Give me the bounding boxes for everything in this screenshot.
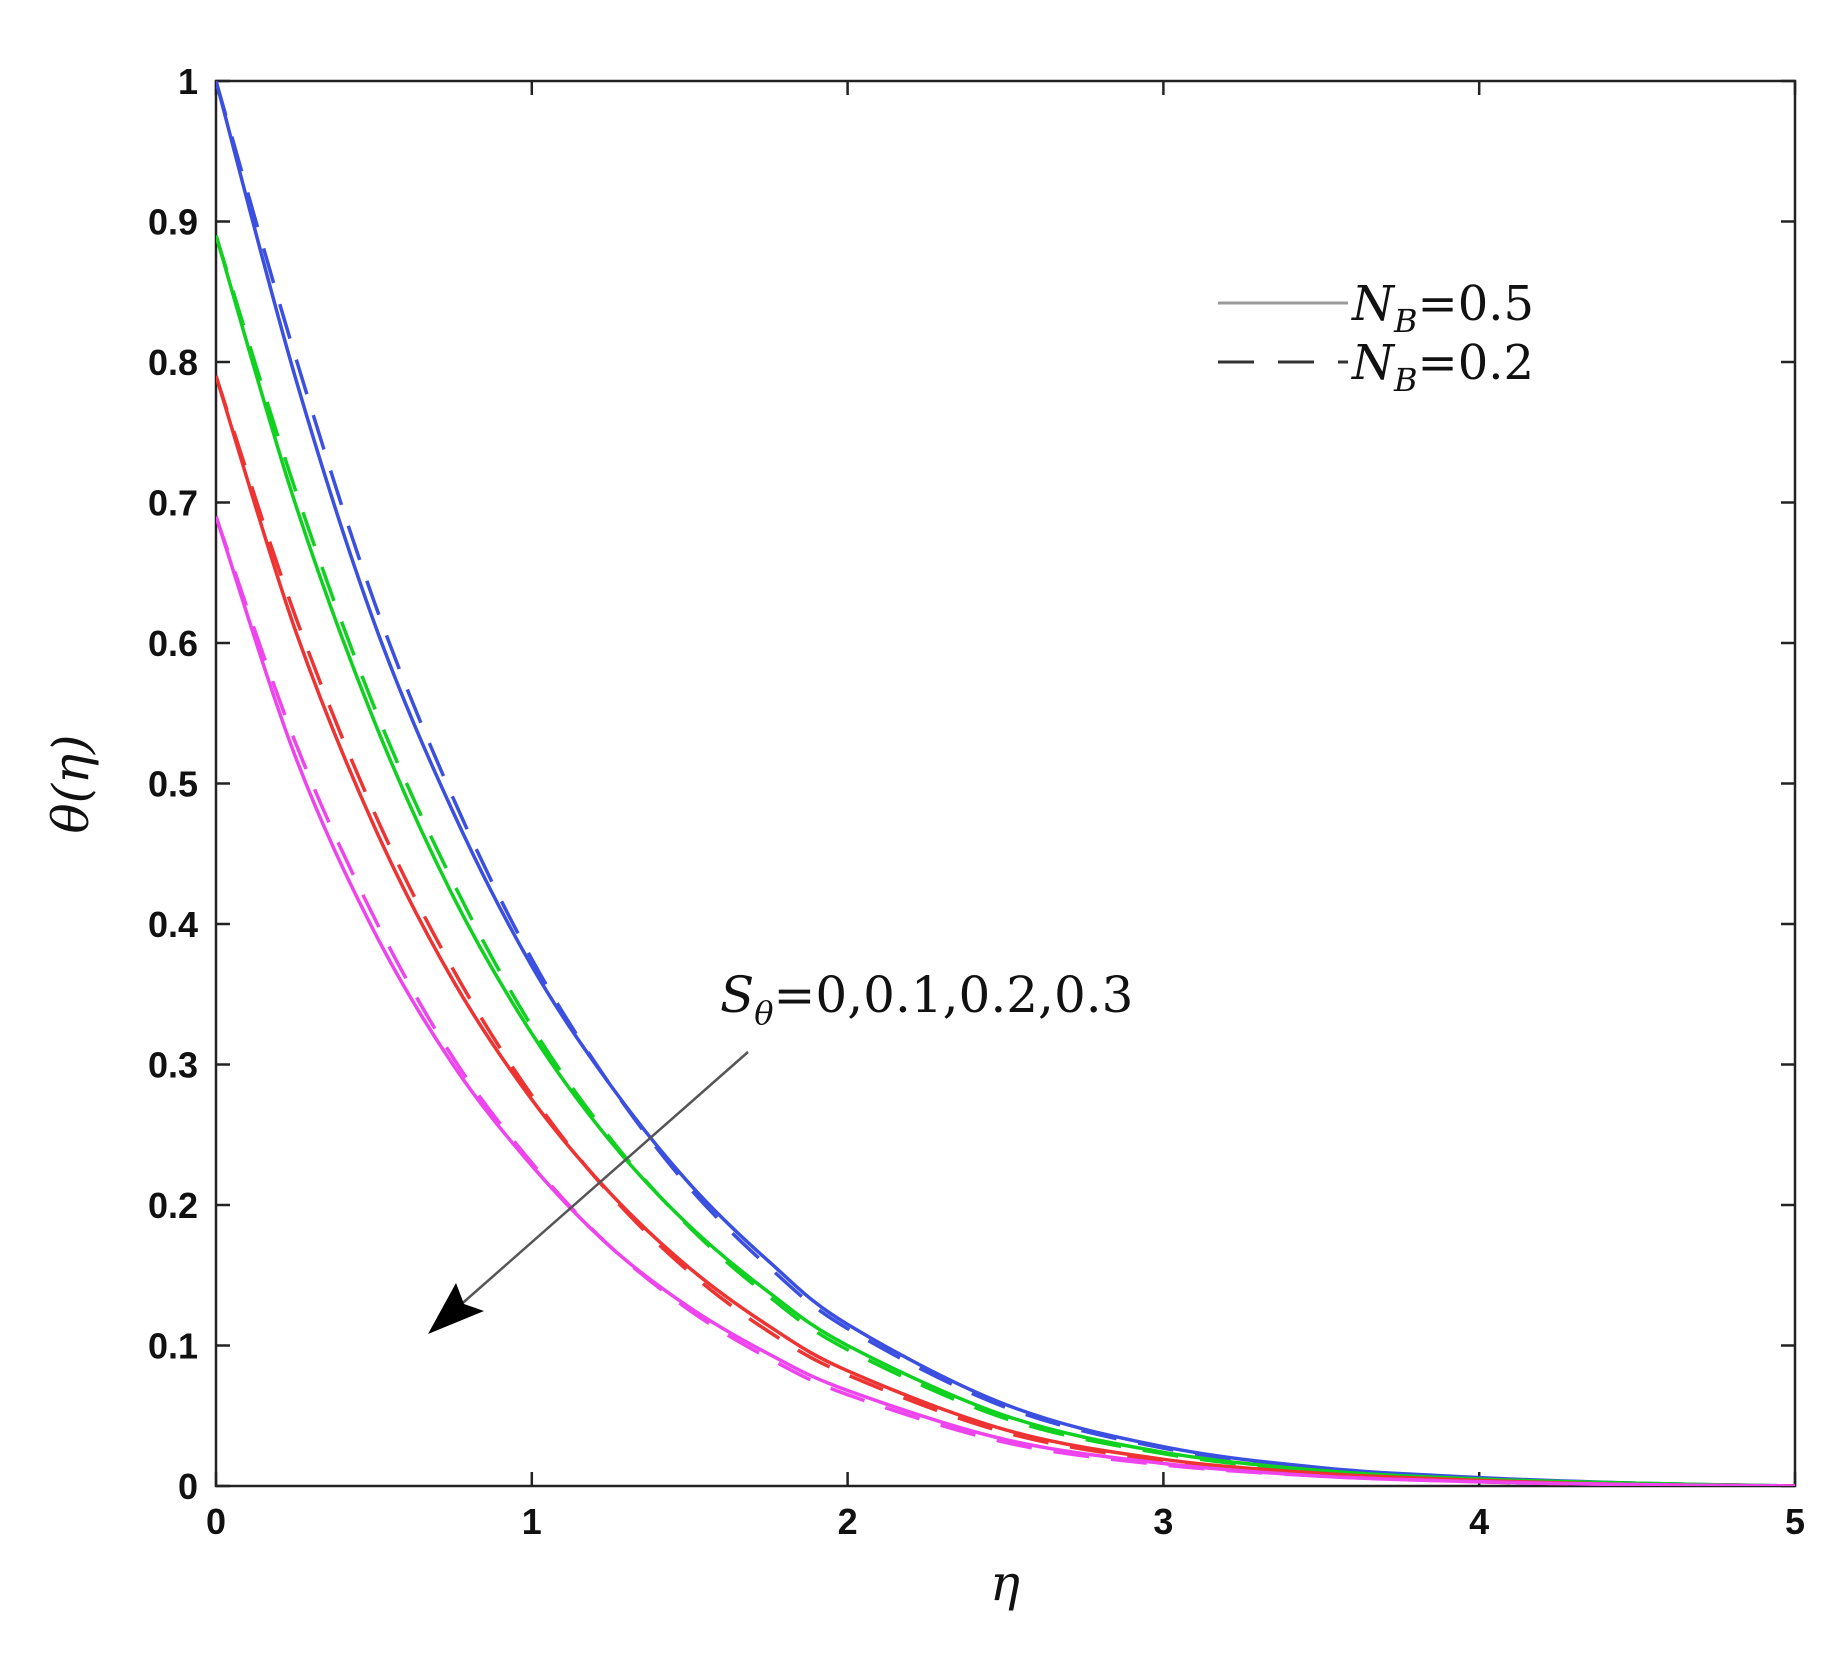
annotation-symbol: S: [720, 966, 754, 1024]
y-tick-label: 0.3: [148, 1045, 198, 1086]
y-tick-label: 0: [178, 1466, 198, 1507]
annotation: Sθ=0,0.1,0.2,0.3: [428, 966, 1133, 1334]
x-tick-label: 0: [206, 1501, 226, 1542]
legend: NB=0.5 NB=0.2: [1218, 276, 1534, 399]
legend-entry-solid: NB=0.5: [1351, 276, 1534, 340]
annotation-label: Sθ=0,0.1,0.2,0.3: [720, 966, 1133, 1032]
annotation-subscript: θ: [754, 994, 773, 1032]
y-tick-label: 0.1: [148, 1326, 198, 1367]
y-tick-label: 0.2: [148, 1185, 198, 1226]
annotation-arrow: [431, 1051, 749, 1331]
x-tick-label: 2: [838, 1501, 858, 1542]
annotation-arrowhead: [428, 1283, 484, 1334]
series-line-8-dashed: [216, 516, 1795, 1486]
plot-area-frame: [214, 79, 1797, 1488]
legend-symbol: N: [1351, 335, 1396, 391]
legend-entry-dashed: NB=0.2: [1351, 335, 1534, 399]
annotation-value: =0,0.1,0.2,0.3: [774, 966, 1134, 1024]
series-line-4-dashed: [216, 234, 1795, 1486]
y-tick-label: 0.4: [148, 904, 198, 945]
y-tick-label: 0.9: [148, 202, 198, 243]
y-tick-label: 1: [178, 61, 198, 102]
series-line-1-solid: [216, 81, 1795, 1486]
legend-subscript: B: [1393, 302, 1418, 340]
series-line-7-solid: [216, 516, 1795, 1486]
legend-subscript: B: [1393, 361, 1418, 399]
legend-value: =0.2: [1418, 335, 1535, 391]
y-tick-label: 0.8: [148, 342, 198, 383]
x-axis-title: η: [990, 1554, 1020, 1612]
series-lines: [216, 81, 1795, 1486]
y-tick-label: 0.6: [148, 623, 198, 664]
y-tick-label: 0.7: [148, 483, 198, 524]
legend-symbol: N: [1351, 276, 1396, 332]
x-tick-label: 5: [1785, 1501, 1805, 1542]
y-tick-label: 0.5: [148, 764, 198, 805]
x-tick-label: 4: [1469, 1501, 1489, 1542]
legend-value: =0.5: [1418, 276, 1535, 332]
axis-tick-labels: 0 1 2 3 4 5 0 0.1 0.2 0.3 0.4 0.5 0.6 0.7 0.8 0.9 1: [148, 61, 1805, 1542]
x-tick-label: 3: [1153, 1501, 1173, 1542]
x-tick-label: 1: [522, 1501, 542, 1542]
y-axis-title: θ(η): [42, 734, 100, 833]
series-line-2-dashed: [216, 81, 1795, 1486]
